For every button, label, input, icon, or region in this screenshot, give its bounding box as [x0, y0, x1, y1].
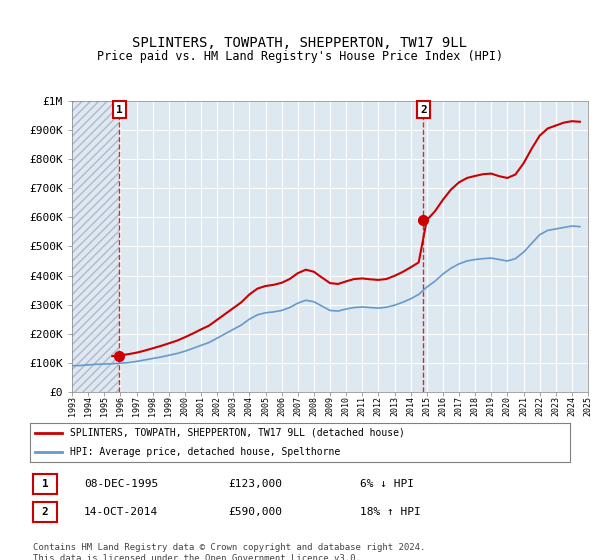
Text: 2013: 2013 [390, 396, 399, 416]
Text: Contains HM Land Registry data © Crown copyright and database right 2024.
This d: Contains HM Land Registry data © Crown c… [33, 543, 425, 560]
Text: 2025: 2025 [583, 396, 593, 416]
Text: 2014: 2014 [406, 396, 415, 416]
Text: 2020: 2020 [503, 396, 512, 416]
Text: 2000: 2000 [181, 396, 190, 416]
Text: 1: 1 [41, 479, 49, 489]
Text: 2003: 2003 [229, 396, 238, 416]
Text: 2019: 2019 [487, 396, 496, 416]
Text: 1997: 1997 [132, 396, 141, 416]
Text: 2021: 2021 [519, 396, 528, 416]
Text: 1: 1 [116, 105, 122, 115]
Text: 2: 2 [420, 105, 427, 115]
Text: 2011: 2011 [358, 396, 367, 416]
Text: 2007: 2007 [293, 396, 302, 416]
Text: 2006: 2006 [277, 396, 286, 416]
Text: 2005: 2005 [261, 396, 270, 416]
Text: 1994: 1994 [83, 396, 92, 416]
Text: 2012: 2012 [374, 396, 383, 416]
Text: Price paid vs. HM Land Registry's House Price Index (HPI): Price paid vs. HM Land Registry's House … [97, 50, 503, 63]
Text: 2018: 2018 [470, 396, 479, 416]
Text: 2024: 2024 [568, 396, 577, 416]
Text: 2017: 2017 [455, 396, 464, 416]
Text: 1993: 1993 [67, 396, 77, 416]
Text: £123,000: £123,000 [228, 479, 282, 489]
Text: 1995: 1995 [100, 396, 109, 416]
Text: 2001: 2001 [197, 396, 205, 416]
Text: £590,000: £590,000 [228, 507, 282, 517]
Text: 14-OCT-2014: 14-OCT-2014 [84, 507, 158, 517]
Bar [72, 101, 119, 392]
Text: 2010: 2010 [341, 396, 350, 416]
Text: 2022: 2022 [535, 396, 544, 416]
Text: SPLINTERS, TOWPATH, SHEPPERTON, TW17 9LL: SPLINTERS, TOWPATH, SHEPPERTON, TW17 9LL [133, 36, 467, 50]
Text: 2004: 2004 [245, 396, 254, 416]
Text: 1996: 1996 [116, 396, 125, 416]
Text: 2009: 2009 [325, 396, 335, 416]
Text: 18% ↑ HPI: 18% ↑ HPI [360, 507, 421, 517]
Text: 2016: 2016 [439, 396, 448, 416]
Text: 1999: 1999 [164, 396, 173, 416]
Text: 1998: 1998 [148, 396, 157, 416]
Text: 2023: 2023 [551, 396, 560, 416]
Text: HPI: Average price, detached house, Spelthorne: HPI: Average price, detached house, Spel… [71, 447, 341, 457]
Text: 08-DEC-1995: 08-DEC-1995 [84, 479, 158, 489]
Text: 2008: 2008 [310, 396, 319, 416]
Text: 2002: 2002 [212, 396, 221, 416]
Text: 6% ↓ HPI: 6% ↓ HPI [360, 479, 414, 489]
Text: 2015: 2015 [422, 396, 431, 416]
Text: SPLINTERS, TOWPATH, SHEPPERTON, TW17 9LL (detached house): SPLINTERS, TOWPATH, SHEPPERTON, TW17 9LL… [71, 428, 406, 437]
Text: 2: 2 [41, 507, 49, 517]
